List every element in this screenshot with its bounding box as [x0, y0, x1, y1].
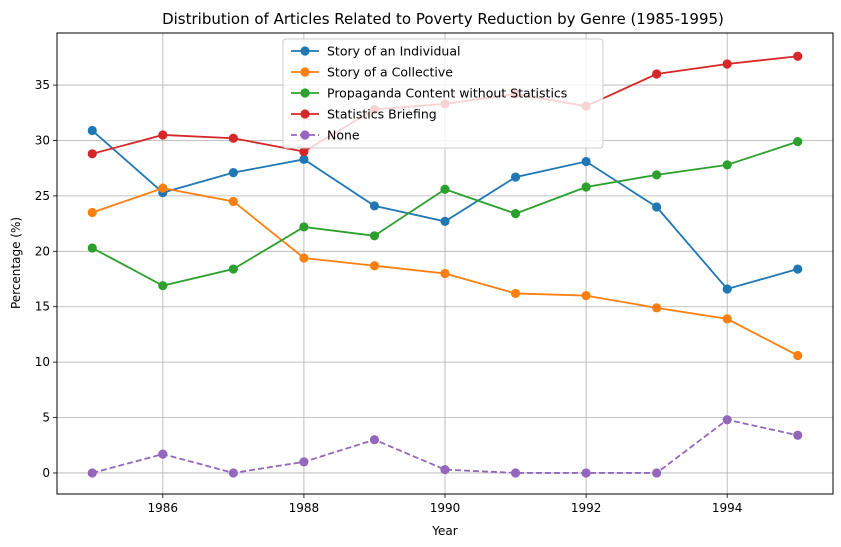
data-point	[440, 216, 450, 226]
data-point	[440, 268, 450, 279]
data-point	[158, 449, 168, 459]
data-point	[440, 465, 450, 475]
y-tick-label: 20	[35, 244, 50, 258]
data-point	[369, 231, 380, 241]
legend-entry: None	[291, 128, 360, 143]
data-point	[722, 160, 732, 170]
legend-swatch-marker	[300, 130, 310, 140]
data-point	[510, 288, 521, 299]
data-point	[652, 69, 662, 79]
data-point	[228, 133, 238, 143]
legend-entry: Propaganda Content without Statistics	[291, 86, 567, 101]
y-tick-label: 25	[35, 189, 50, 203]
legend-swatch-marker	[300, 46, 310, 56]
x-tick-label: 1994	[712, 501, 743, 515]
series-layer	[87, 51, 803, 478]
data-point	[87, 149, 97, 159]
y-axis-label: Percentage (%)	[9, 217, 23, 309]
data-point	[722, 59, 732, 69]
series-line	[92, 418, 798, 474]
data-point	[581, 468, 591, 478]
data-point	[228, 168, 238, 178]
legend-entry: Story of an Individual	[291, 44, 460, 59]
data-point	[228, 196, 238, 207]
data-point	[793, 430, 803, 440]
data-point	[652, 303, 662, 313]
data-point	[299, 253, 309, 263]
y-axis: 0 5 10 15 20 25 30 35	[35, 78, 57, 480]
legend-swatch-marker	[300, 67, 310, 77]
x-tick-label: 1992	[571, 501, 602, 515]
data-point	[793, 51, 803, 61]
data-point	[369, 261, 380, 271]
series-propaganda-content-without-statistics	[87, 137, 803, 291]
data-point	[369, 201, 380, 211]
data-point	[87, 207, 97, 218]
data-point	[510, 468, 521, 478]
y-tick-label: 0	[42, 466, 50, 480]
series-none	[87, 415, 803, 478]
data-point	[793, 350, 803, 361]
series-story-of-a-collective	[87, 183, 803, 361]
data-point	[299, 457, 309, 467]
data-point	[158, 281, 168, 291]
data-point	[87, 243, 97, 253]
data-point	[652, 202, 662, 212]
data-point	[228, 468, 238, 478]
data-point	[581, 182, 591, 192]
x-axis-label: Year	[431, 524, 457, 538]
data-point	[299, 222, 309, 232]
legend-entry: Story of a Collective	[291, 65, 453, 80]
data-point	[440, 184, 450, 194]
data-point	[87, 468, 97, 478]
data-point	[158, 130, 168, 140]
chart-title: Distribution of Articles Related to Pove…	[162, 10, 724, 28]
legend-label: Statistics Briefing	[327, 107, 437, 122]
x-axis: 1986 1988 1990 1992 1994	[148, 494, 743, 515]
data-point	[228, 264, 238, 274]
data-point	[793, 137, 803, 147]
data-point	[510, 209, 521, 219]
data-point	[158, 183, 168, 193]
data-point	[652, 170, 662, 180]
x-tick-label: 1990	[430, 501, 461, 515]
x-tick-label: 1988	[289, 501, 320, 515]
data-point	[87, 125, 97, 136]
legend-label: None	[327, 128, 360, 143]
y-tick-label: 30	[35, 133, 50, 147]
legend-frame	[282, 38, 604, 149]
legend-label: Propaganda Content without Statistics	[327, 86, 567, 101]
legend-swatch-marker	[300, 88, 310, 98]
data-point	[299, 146, 309, 157]
x-tick-label: 1986	[148, 501, 179, 515]
data-point	[581, 291, 591, 301]
y-tick-label: 5	[42, 411, 50, 425]
data-point	[722, 314, 732, 324]
data-point	[652, 468, 662, 478]
y-tick-label: 35	[35, 78, 50, 92]
data-point	[793, 264, 803, 274]
legend: Story of an Individual Story of a Collect…	[282, 38, 604, 149]
data-point	[369, 435, 380, 445]
data-point	[299, 154, 309, 164]
legend-entry: Statistics Briefing	[291, 107, 437, 122]
data-point	[722, 415, 732, 425]
data-point	[722, 284, 732, 294]
legend-label: Story of an Individual	[327, 44, 460, 59]
y-tick-label: 15	[35, 300, 50, 314]
data-point	[581, 156, 591, 167]
data-point	[510, 172, 521, 182]
legend-swatch-marker	[300, 109, 310, 119]
y-tick-label: 10	[35, 355, 50, 369]
legend-label: Story of a Collective	[327, 65, 453, 80]
